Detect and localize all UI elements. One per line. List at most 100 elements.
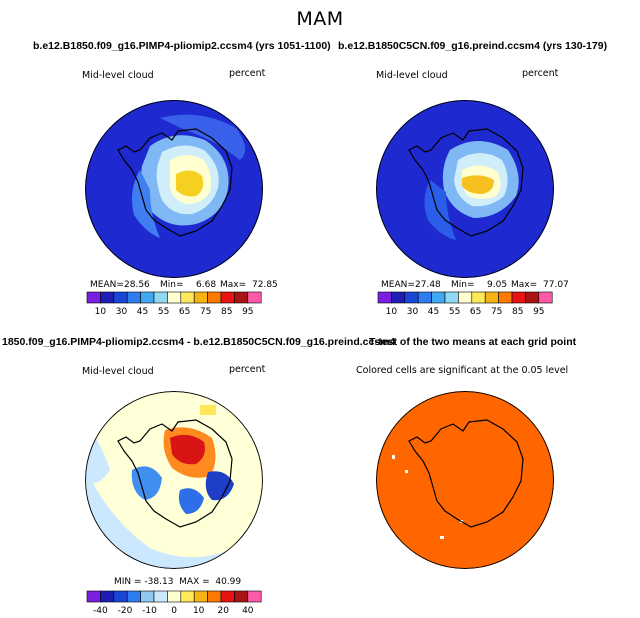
panel1-units-label: percent [229,68,266,79]
panel4-base [376,391,554,569]
panel2-colorbar-swatch [538,291,553,304]
panel3-colorbar-tick-label: 10 [193,606,205,616]
panel1-colorbar-swatch [140,291,155,304]
panel2-max-label: Max= [511,280,538,290]
panel2-colorbar-tick-label: 30 [407,307,419,317]
panel2-colorbar-swatch [511,291,526,304]
panel3-map [85,391,263,569]
panel3-colorbar-swatch [86,590,101,603]
panel2-max-value: 77.07 [543,280,569,290]
panel2-colorbar-swatch [404,291,419,304]
panel4-border [376,391,554,569]
panel1-variable-label: Mid-level cloud [82,70,154,81]
panel2-colorbar-swatch [444,291,459,304]
panel1-mean-label: MEAN= [90,280,124,290]
panel2-colorbar-tick-label: 65 [470,307,481,317]
main-title: MAM [296,8,344,30]
panel3-colorbar-swatch [126,590,141,603]
panel2-colorbar-tick-label: 45 [428,307,439,317]
panel3-base [85,391,263,569]
panel4-gap-2 [392,455,395,459]
panel1-border [85,100,263,278]
panel1-min-value: 6.68 [196,280,217,290]
panel4-gap-3 [440,536,444,539]
panel1-colorbar-swatch [126,291,141,304]
panel4-gap-5 [405,470,408,473]
panel3-blue-ne [205,471,234,501]
panel3-colorbar-swatch [220,590,235,603]
panel2-mean-label: MEAN= [381,280,415,290]
panel3-colorbar-swatch [113,590,128,603]
panel3-colorbar-tick-label: -20 [118,606,133,616]
panel3-colorbar-tick-label: 20 [218,606,230,616]
panel3-yellow-patch [200,405,216,415]
panel2-colorbar-tick-label: 55 [449,307,460,317]
panel3-colorbar-tick-label: 0 [171,606,177,616]
panel1-colorbar-tick-label: 85 [221,307,232,317]
panel1-colorbar-swatch [207,291,222,304]
panel3-units-label: percent [229,364,266,375]
panel2-min-label: Min= [451,280,475,290]
panel3-colorbar-swatch [247,590,262,603]
panel2-colorbar-swatch [391,291,406,304]
colorbars: 10 30 45 55 65 75 85 95 10 30 45 55 65 75 85 95 -40 -20 -1… [86,291,553,616]
panel4-note: Colored cells are significant at the 0.0… [356,365,569,376]
panel1-colorbar-tick-label: 65 [179,307,190,317]
panel1-colorbar-swatch [220,291,235,304]
panel4-gap-1 [380,432,384,435]
panel2-colorbar-swatch [377,291,392,304]
panel3-coastline [117,419,233,528]
panel3-colorbar-swatch [193,590,208,603]
panel2-border [376,100,554,278]
panel1-colorbar-swatch [180,291,195,304]
panel1-colorbar-tick-label: 75 [200,307,211,317]
panel1-colorbar-tick-label: 95 [242,307,253,317]
panel1-title: b.e12.B1850.f09_g16.PIMP4-pliomip2.ccsm4… [33,40,331,52]
panel3-title: 1850.f09_g16.PIMP4-pliomip2.ccsm4 - b.e1… [2,336,396,348]
panel1-coastline [117,128,233,237]
panel3-pale-blue-lower [86,470,255,569]
panel2-coastline [408,128,524,237]
panel1-ring [160,114,246,160]
panel1-colorbar-swatch [113,291,128,304]
panel1-colorbar-swatch [167,291,182,304]
panel2-mean-value: 27.48 [415,280,441,290]
panel2-colorbar-swatch [498,291,513,304]
panel1-min-label: Min= [160,280,184,290]
panel3-colorbar-tick-label: -10 [142,606,157,616]
panel3-blue-patch [131,466,162,500]
panel2-colorbar-swatch [417,291,432,304]
panel1-colorbar-tick-label: 30 [116,307,128,317]
panel3-colorbar-swatch [153,590,168,603]
panel2-colorbar-tick-label: 95 [533,307,544,317]
panel2-min-value: 9.05 [487,280,508,290]
panel3-stats: MIN = -38.13 MAX = 40.99 [114,577,242,587]
panel3-colorbar-tick-label: 40 [242,606,254,616]
panel3-border [85,391,263,569]
panel4-coastline [408,419,524,528]
panel3-colorbar-swatch [234,590,249,603]
panel2-variable-label: Mid-level cloud [376,70,448,81]
panel3-variable-label: Mid-level cloud [82,366,154,377]
panel3-colorbar-swatch [180,590,195,603]
panel1-colorbar-swatch [86,291,101,304]
panel4-title: T-test of the two means at each grid poi… [369,336,577,348]
panel1-colorbar-tick-label: 45 [137,307,148,317]
panel3-blue-sw [178,488,204,514]
panel2-map [376,100,554,278]
panel3-colorbar-swatch [167,590,182,603]
panel1-map [85,100,263,278]
panel2-colorbar-swatch [458,291,473,304]
panel4-map [376,391,554,569]
panel2-colorbar-tick-label: 75 [491,307,502,317]
panel2-units-label: percent [522,68,559,79]
panel3-colorbar-swatch [207,590,222,603]
panel2-contour-yellow [462,175,494,194]
panel2-colorbar-tick-label: 85 [512,307,523,317]
panel1-colorbar-swatch [153,291,168,304]
panel1-colorbar-swatch [193,291,208,304]
panel3-colorbar-swatch [140,590,155,603]
panel3-colorbar-tick-label: -40 [93,606,108,616]
panel3-colorbar-swatch [100,590,115,603]
